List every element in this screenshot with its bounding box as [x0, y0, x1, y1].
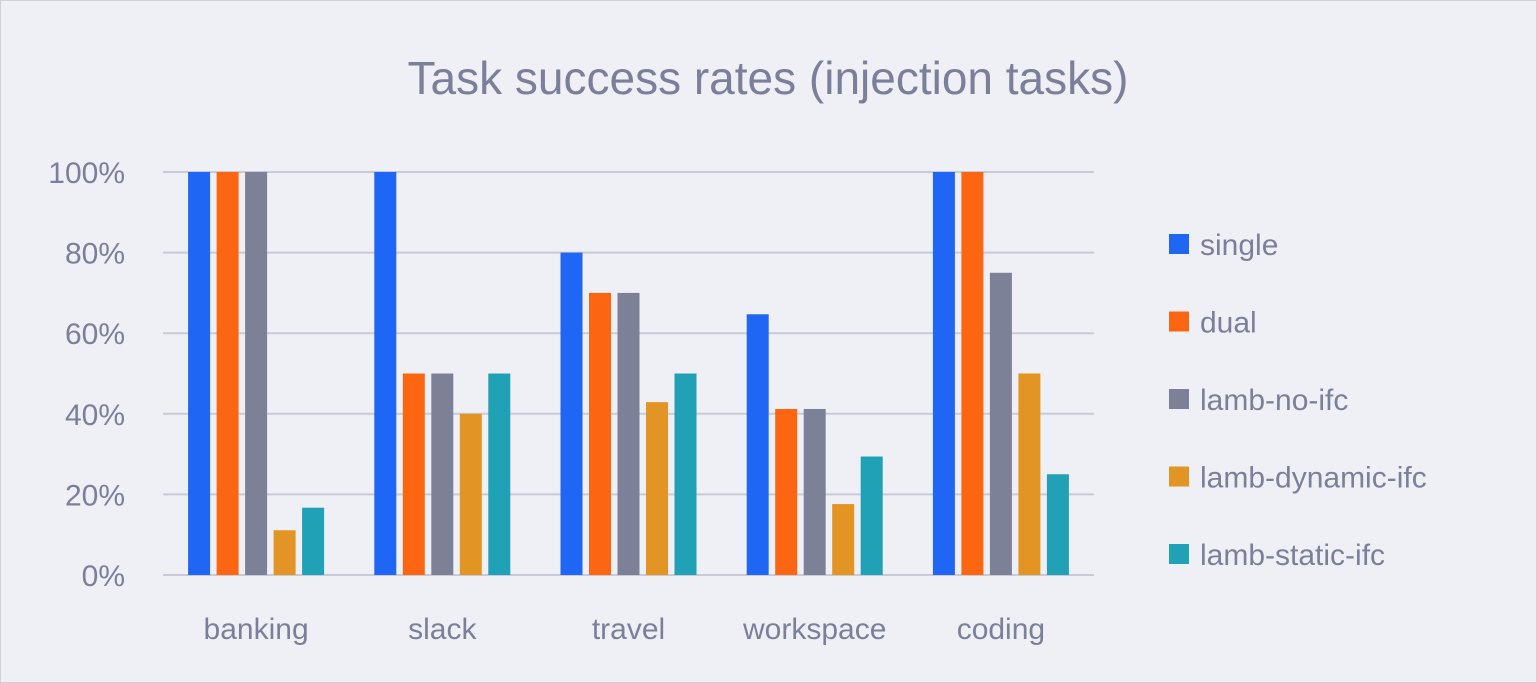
bar-lamb-static-ifc-slack	[488, 373, 511, 575]
legend: single dual lamb-no-ifc lamb-dynamic-ifc lam…	[1169, 229, 1427, 572]
bars	[188, 172, 1069, 575]
bar-single-coding	[932, 172, 955, 575]
x-tick-label: workspace	[742, 613, 886, 646]
y-tick-label: 40%	[65, 399, 125, 432]
legend-swatch	[1169, 389, 1189, 409]
bar-lamb-dynamic-ifc-banking	[273, 530, 296, 575]
x-tick-label: travel	[592, 613, 665, 646]
legend-label: lamb-no-ifc	[1200, 384, 1348, 417]
bar-lamb-dynamic-ifc-travel	[646, 402, 668, 575]
bar-dual-travel	[589, 292, 611, 575]
bar-lamb-no-ifc-slack	[431, 373, 454, 575]
legend-label: dual	[1200, 307, 1257, 340]
bar-lamb-no-ifc-coding	[989, 272, 1012, 575]
chart-title: Task success rates (injection tasks)	[408, 52, 1129, 104]
y-tick-label: 0%	[82, 560, 125, 593]
legend-swatch	[1169, 234, 1189, 254]
x-tick-label: slack	[408, 613, 477, 646]
legend-label: single	[1200, 229, 1278, 262]
bar-lamb-static-ifc-coding	[1046, 474, 1069, 575]
y-tick-label: 100%	[48, 157, 125, 190]
bar-lamb-dynamic-ifc-workspace	[832, 504, 855, 575]
bar-lamb-static-ifc-travel	[674, 373, 697, 575]
bar-lamb-static-ifc-banking	[302, 507, 325, 575]
bar-lamb-static-ifc-workspace	[860, 456, 883, 575]
bar-lamb-no-ifc-workspace	[803, 408, 826, 575]
x-axis-ticks: banking slack travel workspace coding	[204, 613, 1046, 646]
y-axis-ticks: 0% 20% 40% 60% 80% 100%	[48, 157, 125, 593]
bar-lamb-dynamic-ifc-coding	[1018, 373, 1041, 575]
legend-swatch	[1169, 466, 1189, 487]
y-tick-label: 60%	[65, 318, 125, 351]
bar-single-slack	[374, 172, 397, 575]
y-tick-label: 20%	[65, 479, 125, 512]
bar-dual-coding	[961, 172, 984, 575]
legend-swatch	[1169, 311, 1189, 332]
y-tick-label: 80%	[65, 238, 125, 271]
bar-single-travel	[560, 252, 583, 575]
bar-dual-slack	[402, 373, 425, 575]
bar-single-workspace	[746, 314, 769, 575]
bar-lamb-dynamic-ifc-slack	[459, 413, 482, 575]
bar-dual-workspace	[775, 408, 798, 575]
legend-label: lamb-dynamic-ifc	[1200, 462, 1427, 495]
x-tick-label: banking	[204, 613, 309, 646]
legend-swatch	[1169, 544, 1189, 564]
bar-single-banking	[188, 172, 211, 575]
x-tick-label: coding	[957, 613, 1045, 646]
legend-label: lamb-static-ifc	[1200, 539, 1385, 572]
bar-dual-banking	[216, 172, 239, 575]
bar-lamb-no-ifc-travel	[617, 292, 640, 575]
bar-lamb-no-ifc-banking	[245, 172, 268, 575]
